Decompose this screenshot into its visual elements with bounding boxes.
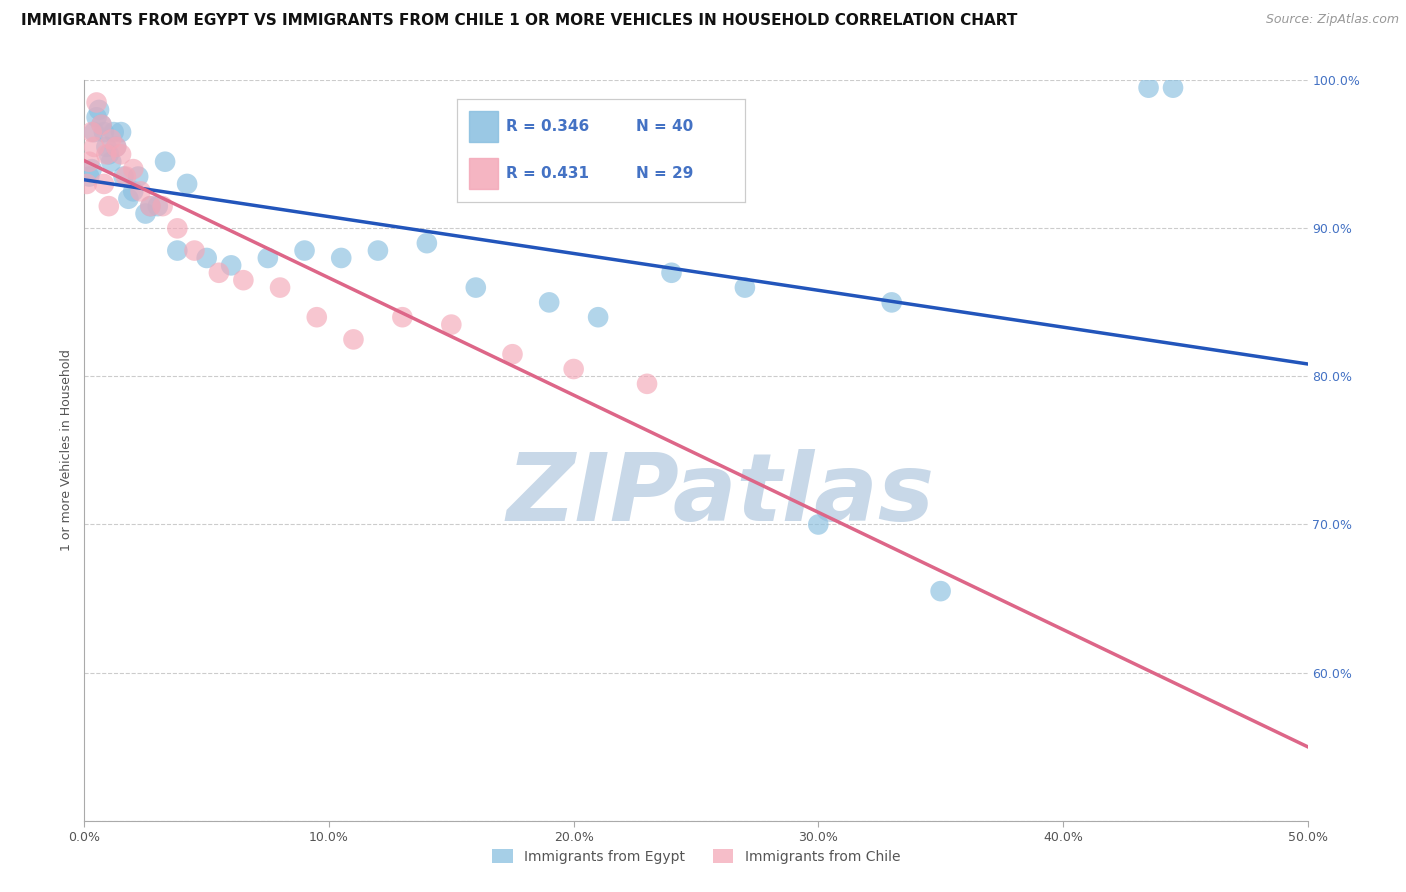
Point [367, 244, 389, 258]
Text: IMMIGRANTS FROM EGYPT VS IMMIGRANTS FROM CHILE 1 OR MORE VEHICLES IN HOUSEHOLD C: IMMIGRANTS FROM EGYPT VS IMMIGRANTS FROM… [21, 13, 1018, 29]
Point [96, 147, 118, 161]
Point [86, 111, 108, 125]
Point [115, 169, 138, 184]
Point [90, 118, 112, 132]
Point [1161, 80, 1184, 95]
Point [166, 221, 188, 235]
Point [294, 244, 316, 258]
Point [90, 118, 112, 132]
Point [139, 199, 162, 213]
Point [135, 206, 157, 220]
Point [342, 332, 364, 346]
Point [127, 169, 149, 184]
Point [93, 177, 115, 191]
Point [110, 125, 132, 139]
Point [195, 251, 218, 265]
Point [153, 154, 176, 169]
Point [86, 95, 108, 110]
Point [83, 140, 105, 154]
Point [80, 125, 103, 139]
Point [208, 266, 231, 280]
Point [269, 280, 291, 294]
Point [586, 310, 609, 325]
Point [122, 162, 145, 177]
Point [880, 295, 903, 310]
Point [636, 376, 658, 391]
Point [152, 199, 174, 213]
Point [661, 266, 683, 280]
Point [305, 310, 328, 325]
Point [80, 162, 103, 177]
Point [139, 199, 162, 213]
Point [219, 259, 242, 273]
Point [122, 185, 145, 199]
Point [76, 177, 98, 191]
Legend: Immigrants from Egypt, Immigrants from Chile: Immigrants from Egypt, Immigrants from C… [486, 843, 905, 869]
Point [97, 199, 120, 213]
Point [77, 154, 100, 169]
Point [77, 169, 100, 184]
Point [100, 132, 122, 146]
Point [183, 244, 205, 258]
Point [807, 517, 830, 532]
Point [105, 140, 128, 154]
Y-axis label: 1 or more Vehicles in Household: 1 or more Vehicles in Household [60, 350, 73, 551]
Point [1137, 80, 1160, 95]
Point [330, 251, 353, 265]
Point [464, 280, 486, 294]
Point [176, 177, 198, 191]
Point [257, 251, 280, 265]
Point [97, 147, 120, 161]
Point [391, 310, 413, 325]
Text: Source: ZipAtlas.com: Source: ZipAtlas.com [1265, 13, 1399, 27]
Point [110, 147, 132, 161]
Point [103, 125, 125, 139]
Point [416, 236, 439, 251]
Point [96, 140, 118, 154]
Point [105, 140, 128, 154]
Point [83, 125, 105, 139]
Point [232, 273, 254, 287]
Point [100, 154, 122, 169]
Point [117, 192, 139, 206]
Point [929, 584, 952, 599]
Text: ZIPatlas: ZIPatlas [506, 449, 935, 541]
Point [93, 125, 115, 139]
Point [734, 280, 756, 294]
Point [112, 169, 135, 184]
Point [166, 244, 188, 258]
Point [502, 347, 524, 361]
Point [129, 185, 152, 199]
Point [146, 199, 169, 213]
Point [538, 295, 561, 310]
Point [440, 318, 463, 332]
Point [87, 103, 110, 117]
Point [562, 362, 585, 376]
